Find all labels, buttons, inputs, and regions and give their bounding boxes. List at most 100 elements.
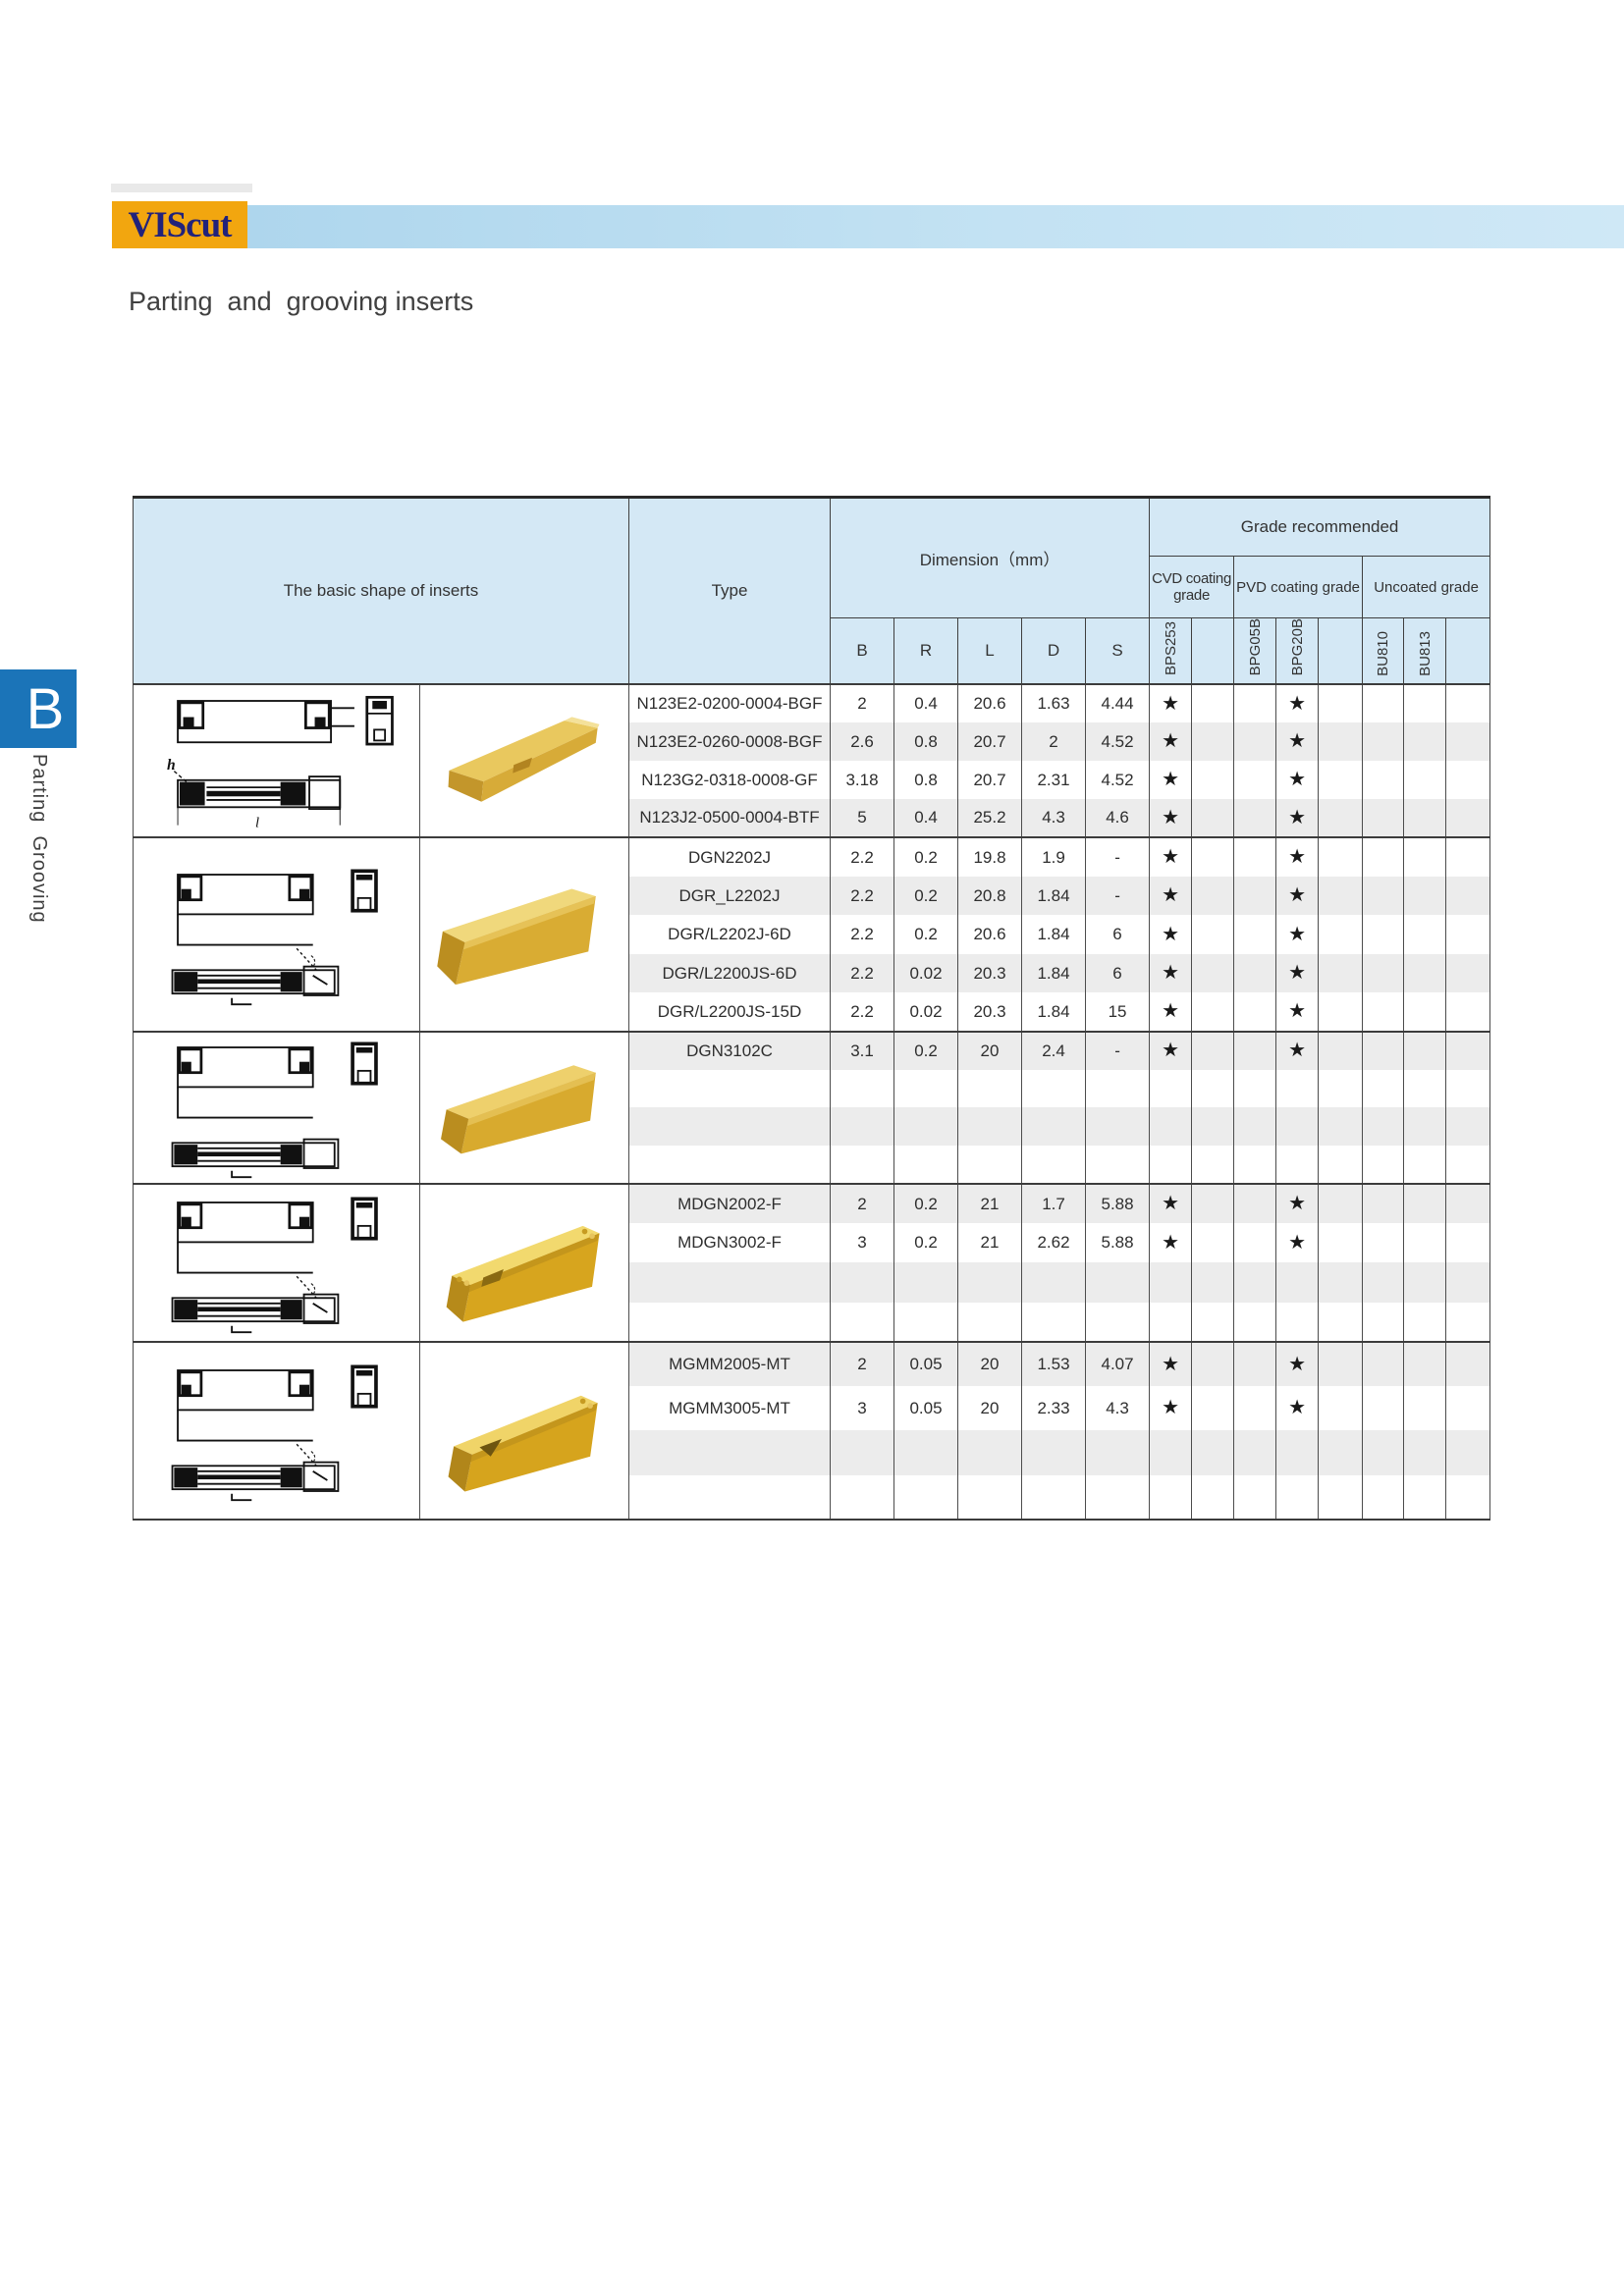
grade-cell-BPG20B: ★ — [1275, 1340, 1320, 1387]
type-cell: DGR_L2202J — [628, 876, 832, 916]
dim-cell-L: 20.3 — [957, 992, 1023, 1032]
dim-cell-L — [957, 1302, 1023, 1342]
star-icon: ★ — [1162, 769, 1180, 791]
grade-cell-BPG20B — [1275, 1262, 1320, 1303]
grade-cell-empty — [1318, 1107, 1364, 1147]
dim-cell-R — [893, 1069, 959, 1108]
grade-cell-empty — [1445, 1302, 1491, 1342]
grade-cell-empty — [1191, 1146, 1235, 1184]
star-icon: ★ — [1162, 730, 1180, 753]
dim-cell-L: 20 — [957, 1340, 1023, 1387]
grade-cell-BU813 — [1403, 1474, 1447, 1520]
dim-cell-L — [957, 1107, 1023, 1147]
grade-cell-BU813 — [1403, 1262, 1447, 1303]
table-row: MDGN2002-F 2 0.2 21 1.7 5.88 ★ ★ — [133, 1182, 1491, 1342]
table-body: h l N123E2-0200-0004-BGF 2 0.4 20.6 1.63 4.44… — [133, 683, 1491, 1520]
dim-cell-S: 4.44 — [1085, 683, 1151, 723]
grade-code-header-BPS253: BPS253 — [1149, 617, 1193, 685]
grade-cell-empty — [1191, 683, 1235, 723]
grade-cell-empty — [1318, 1262, 1364, 1303]
grade-cell-BPS253 — [1149, 1069, 1193, 1108]
grade-cell-BU810 — [1362, 1069, 1405, 1108]
dim-cell-R — [893, 1107, 959, 1147]
table-row: DGR/L2200JS-6D 2.2 0.02 20.3 1.84 6 ★ ★ — [134, 953, 1491, 993]
dim-cell-B: 2.2 — [830, 876, 895, 916]
insert-photo — [448, 717, 600, 803]
insert-drawing-cell: h l — [133, 683, 420, 838]
grade-cell-BPG20B — [1275, 1107, 1320, 1147]
grade-cell-BPG05B — [1233, 761, 1277, 800]
insert-drawing-cell — [133, 1340, 420, 1520]
dim-cell-L: 19.8 — [957, 836, 1023, 877]
star-icon: ★ — [1162, 1397, 1180, 1419]
type-cell — [628, 1262, 832, 1303]
dim-cell-D: 1.84 — [1021, 953, 1087, 993]
grade-cell-BU813 — [1403, 722, 1447, 762]
grade-cell-BU813 — [1403, 799, 1447, 838]
star-icon: ★ — [1162, 923, 1180, 945]
svg-text:l: l — [254, 815, 258, 830]
grade-cell-empty — [1191, 876, 1235, 916]
dim-header-S: S — [1085, 617, 1151, 685]
dim-cell-S: 4.52 — [1085, 722, 1151, 762]
dim-cell-R: 0.2 — [893, 836, 959, 877]
dim-cell-B: 2.2 — [830, 915, 895, 954]
dim-cell-D — [1021, 1146, 1087, 1184]
insert-photo — [441, 1065, 596, 1154]
insert-photo-cell — [418, 683, 630, 838]
dim-cell-S: 6 — [1085, 953, 1151, 993]
dim-cell-L — [957, 1262, 1023, 1303]
grade-cell-BPG20B: ★ — [1275, 1223, 1320, 1263]
grade-cell-empty — [1318, 1182, 1364, 1224]
grade-cell-empty — [1445, 876, 1491, 916]
grade-cell-BPG20B: ★ — [1275, 1386, 1320, 1431]
dim-cell-L: 20.7 — [957, 761, 1023, 800]
dim-cell-R: 0.4 — [893, 683, 959, 723]
dim-cell-B: 3 — [830, 1386, 895, 1431]
insert-drawing-cell — [133, 836, 420, 1032]
dim-cell-S: - — [1085, 1030, 1151, 1070]
insert-photo — [448, 1396, 598, 1492]
dim-cell-D: 4.3 — [1021, 799, 1087, 838]
grade-group-header-1: PVD coating grade — [1233, 556, 1364, 618]
grade-cell-BPG05B — [1233, 876, 1277, 916]
grade-cell-BPS253: ★ — [1149, 1340, 1193, 1387]
dim-cell-D: 2 — [1021, 722, 1087, 762]
dim-header-L: L — [957, 617, 1023, 685]
svg-text:h: h — [167, 757, 176, 774]
col-header-dimension: Dimension（mm） — [830, 497, 1151, 618]
grade-cell-BPS253: ★ — [1149, 1386, 1193, 1431]
grade-cell-empty — [1191, 915, 1235, 954]
dim-cell-D — [1021, 1430, 1087, 1475]
grade-cell-empty — [1318, 992, 1364, 1032]
dim-cell-R: 0.4 — [893, 799, 959, 838]
grade-cell-BPG05B — [1233, 1340, 1277, 1387]
grade-cell-BU810 — [1362, 1262, 1405, 1303]
grade-cell-BU810 — [1362, 1302, 1405, 1342]
grade-cell-empty — [1318, 876, 1364, 916]
dim-cell-D: 1.63 — [1021, 683, 1087, 723]
grade-cell-BPS253: ★ — [1149, 683, 1193, 723]
star-icon: ★ — [1288, 962, 1307, 985]
grade-cell-empty — [1191, 799, 1235, 838]
table-row: N123E2-0260-0008-BGF 2.6 0.8 20.7 2 4.52 ★ ★ — [134, 722, 1491, 762]
brand-logo: VIScut — [112, 201, 247, 248]
grade-cell-empty — [1318, 799, 1364, 838]
grade-cell-empty — [1445, 1182, 1491, 1224]
star-icon: ★ — [1288, 1353, 1307, 1375]
grade-cell-BPG20B: ★ — [1275, 1030, 1320, 1070]
grade-cell-BPS253 — [1149, 1474, 1193, 1520]
dim-cell-R — [893, 1302, 959, 1342]
dim-header-R: R — [893, 617, 959, 685]
grade-cell-empty — [1191, 1223, 1235, 1263]
grade-cell-BU813 — [1403, 761, 1447, 800]
type-cell: MGMM3005-MT — [628, 1386, 832, 1431]
section-tab: B — [0, 669, 77, 748]
insert-photo — [446, 1226, 600, 1322]
grade-cell-empty — [1191, 761, 1235, 800]
dim-cell-S: 4.6 — [1085, 799, 1151, 838]
grade-cell-empty — [1445, 1262, 1491, 1303]
dim-cell-S: 4.3 — [1085, 1386, 1151, 1431]
dim-cell-D: 1.84 — [1021, 876, 1087, 916]
dim-cell-B: 2.6 — [830, 722, 895, 762]
